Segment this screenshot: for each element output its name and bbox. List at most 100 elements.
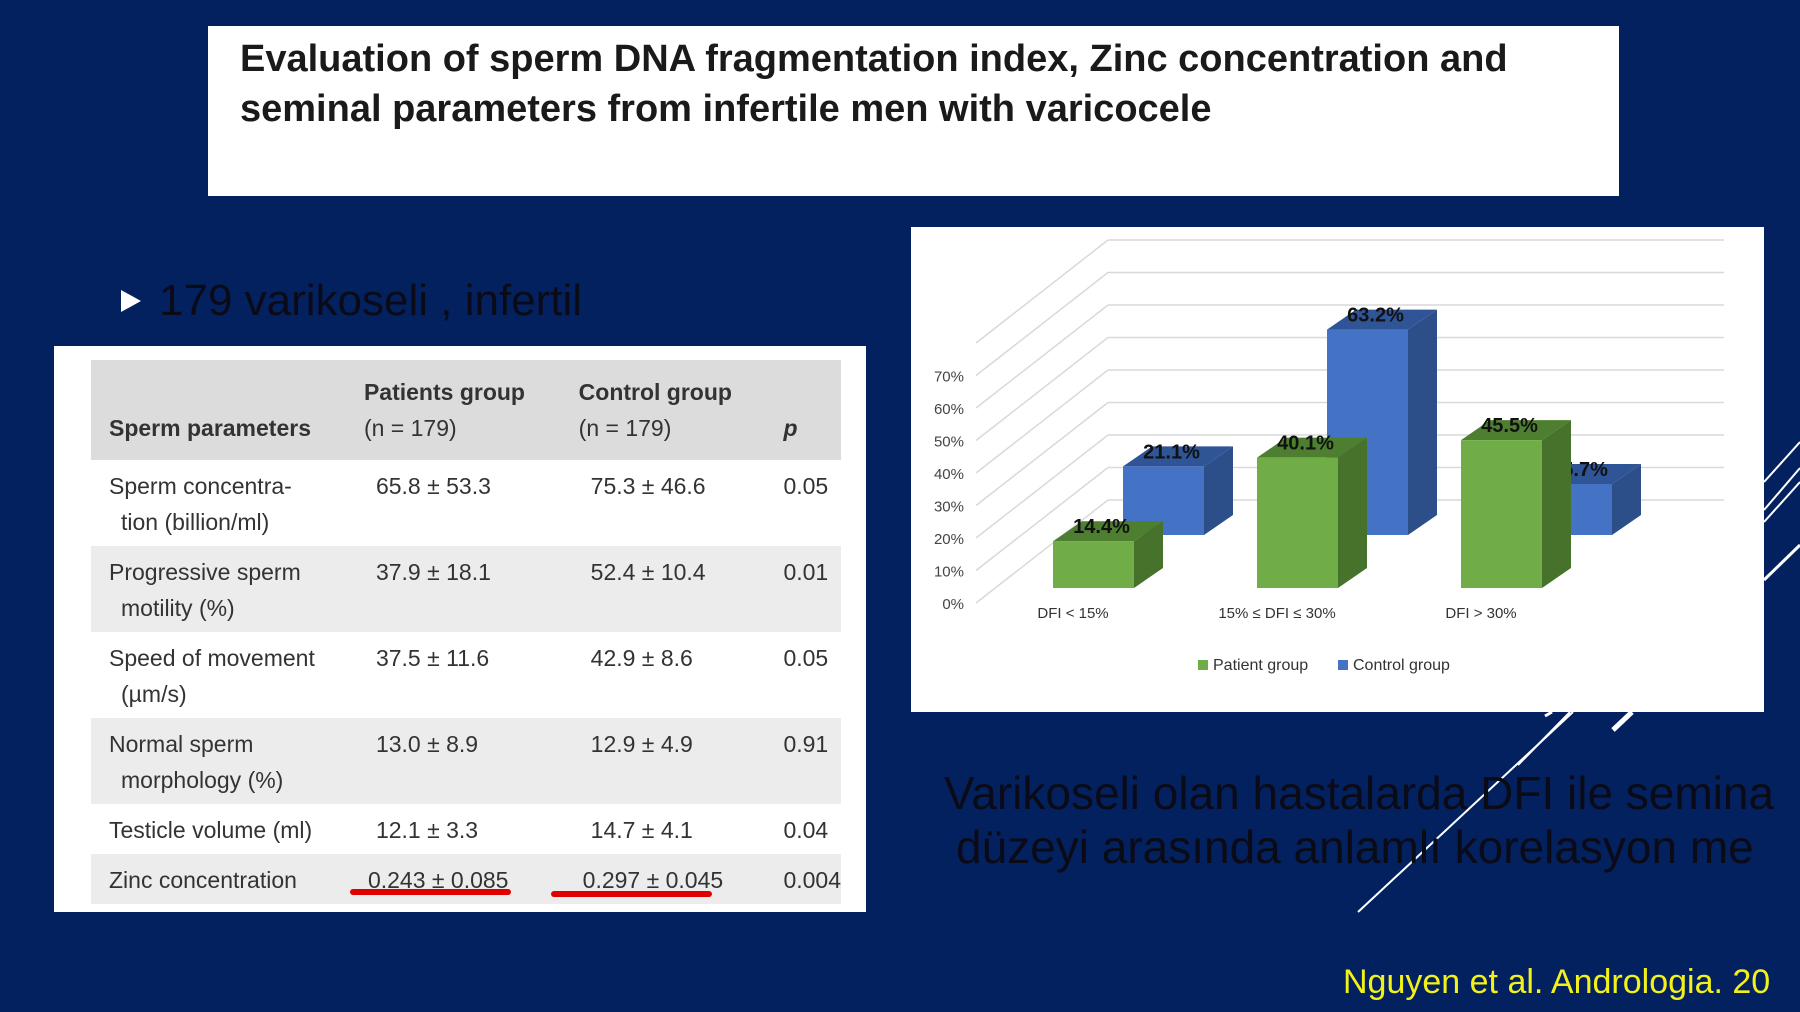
parameter-line-1: Normal sperm [109,731,254,757]
cell-patients: 37.9 ± 18.1 [345,546,561,632]
cell-control: 52.4 ± 10.4 [560,546,766,632]
y-tick-label: 10% [934,564,964,581]
conclusion-line-1: Varikoseli olan hastalarda DFI ile semin… [944,767,1775,819]
cell-control: 12.9 ± 4.9 [560,718,766,804]
y-tick-label: 50% [934,434,964,451]
parameter-line-2: morphology (%) [121,767,284,793]
control-bar-side [1204,446,1233,535]
bullet-point: 179 varikoseli , infertil [121,276,582,326]
red-underline-patients [350,889,511,895]
y-tick-label: 70% [934,369,964,386]
patient-bar-side [1134,521,1163,588]
y-tick-label: 20% [934,531,964,548]
x-category-label: DFI < 15% [1037,605,1108,622]
header-patients-n: (n = 179) [363,415,457,441]
parameter-line-1: Testicle volume (ml) [109,817,313,843]
cell-control: 75.3 ± 46.6 [590,473,706,499]
title-box: Evaluation of sperm DNA fragmentation in… [208,26,1619,196]
control-bar-side [1612,463,1641,535]
control-bar-top [1123,446,1233,467]
cell-p: 0.05 [783,645,829,671]
patient-bar-label: 45.5% [1481,415,1538,437]
table-row: Progressive sperm motility (%) 37.9 ± 18.1… [91,546,841,632]
cell-p: 0.004 [765,854,841,904]
dfi-bar-chart: 0%10%20%30%40%50%60%70%21.1%63.2%15.7%14… [934,239,1724,674]
gridline-depth [975,304,1109,409]
patient-bar [1257,457,1338,588]
y-tick-label: 0% [942,596,964,613]
cell-parameter: Testicle volume (ml) [91,804,346,854]
cell-parameter: Zinc concentration [91,854,346,904]
gridline-depth [975,336,1109,442]
red-underline-control [551,891,712,897]
parameter-line-1: Progressive sperm [109,559,301,585]
control-bar-top [1327,309,1437,330]
citation: Nguyen et al. Andrologia. 20 [1343,963,1771,1001]
header-patients-label: Patients group [363,379,525,405]
gridline-depth [975,466,1109,572]
legend-label-patient: Patient group [1213,657,1308,674]
y-tick-label: 60% [934,401,964,418]
table-header-row: Sperm parameters Patients group (n = 179)… [91,360,841,460]
x-category-label: DFI > 30% [1445,605,1516,622]
results-table: Sperm parameters Patients group (n = 179)… [91,360,841,904]
table-row: Normal sperm morphology (%) 13.0 ± 8.9 12.9… [91,718,841,804]
header-patients: Patients group (n = 179) [345,360,561,460]
gridline-depth [975,239,1109,344]
patient-bar [1053,541,1134,588]
cell-parameter: Sperm concentra-tion (billion/ml) [91,460,346,546]
cell-p: 0.01 [765,546,841,632]
table-row: Sperm concentra-tion (billion/ml) 65.8 ± … [91,460,841,546]
cell-patients: 0.243 ± 0.085 [345,854,561,904]
patient-bar-label: 14.4% [1073,516,1130,538]
control-bar-label: 63.2% [1347,305,1404,327]
dfi-chart: 0% 10% 20% 30% 40% 50% 60% 70% 21.1% 63.2% 15.7% 14… [911,227,1764,712]
parameter-line-1: Zinc concentration [109,867,297,893]
gridline-depth [975,499,1109,604]
legend-swatch-patient [1198,660,1208,670]
parameter-line-2: tion (billion/ml) [121,509,270,535]
parameter-line-1: Speed of movement [109,645,315,671]
cell-parameter: Speed of movement (µm/s) [91,632,346,718]
cell-patients: 65.8 ± 53.3 [375,473,491,499]
parameter-line-2: motility (%) [121,595,235,621]
triangle-bullet-icon [121,290,141,312]
patient-bar-label: 40.1% [1277,433,1334,455]
patient-bar-side [1338,437,1367,588]
cell-p: 0.05 [783,473,829,499]
cell-patients: 12.1 ± 3.3 [375,817,479,843]
gridline-depth [975,401,1109,507]
patient-bar-top [1257,437,1367,458]
patient-bar-top [1461,420,1571,441]
cell-control: 14.7 ± 4.1 [590,817,693,843]
cell-parameter: Normal sperm morphology (%) [91,718,346,804]
gridline-depth [975,434,1109,539]
header-control-label: Control group [578,379,732,405]
parameter-line-2: (µm/s) [121,681,187,707]
x-category-label: 15% ≤ DFI ≤ 30% [1218,605,1335,622]
patient-bar-top [1053,521,1163,542]
parameter-line-1: Sperm concentra- [109,473,292,499]
header-p: p [765,360,841,460]
header-control-n: (n = 179) [578,415,672,441]
conclusion-line-2: düzeyi arasında anlamlı korelasyon me [956,821,1754,873]
cell-p: 0.91 [765,718,841,804]
results-table-image: Sperm parameters Patients group (n = 179)… [54,346,866,912]
bullet-text: 179 varikoseli , infertil [159,276,583,325]
y-tick-label: 40% [934,466,964,483]
y-tick-label: 30% [934,499,964,516]
header-control: Control group (n = 179) [560,360,766,460]
control-bar-side [1408,309,1437,535]
header-parameters: Sperm parameters [91,360,346,460]
table-row: Speed of movement (µm/s) 37.5 ± 11.6 42.9 ±… [91,632,841,718]
conclusion-text: Varikoseli olan hastalarda DFI ile semin… [944,766,1774,874]
legend-label-control: Control group [1353,657,1450,674]
cell-parameter: Progressive sperm motility (%) [91,546,346,632]
legend-swatch-control [1338,660,1348,670]
cell-patients: 13.0 ± 8.9 [345,718,561,804]
patient-bar [1461,440,1542,588]
cell-control: 42.9 ± 8.6 [590,645,693,671]
table-row: Testicle volume (ml) 12.1 ± 3.3 14.7 ± 4.1… [91,804,841,854]
gridline-depth [975,271,1109,377]
slide-title: Evaluation of sperm DNA fragmentation in… [240,38,1508,130]
